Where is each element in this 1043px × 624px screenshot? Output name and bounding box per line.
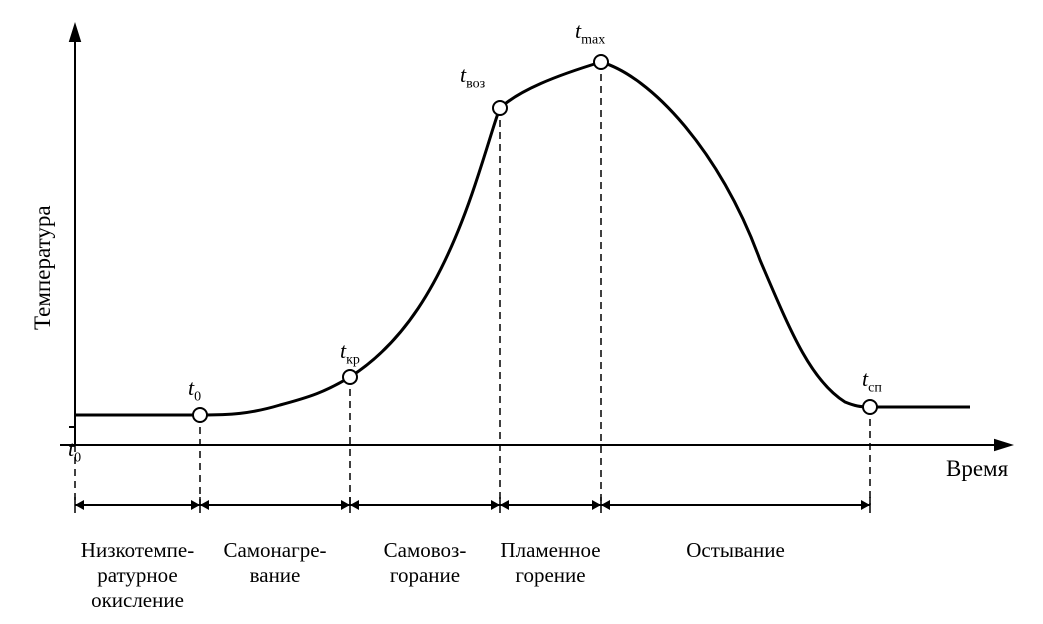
point-label-t0: t0 [188,375,201,405]
temperature-phase-chart: Температура t0 Время t0 tкр tвоз tmax tсп Ни… [0,0,1043,624]
phase-label-phase1: Низкотемпе- ратурное окисление [75,538,200,614]
point-label-tvoz: tвоз [460,62,485,92]
phase-label-phase3: Самовоз- горание [350,538,500,588]
chart-svg [0,0,1043,624]
x-axis-label: Время [946,456,1008,482]
phase-label-phase2: Самонагре- вание [200,538,350,588]
point-label-tsp: tсп [862,366,882,396]
point-label-tmax: tmax [575,18,605,48]
y-axis-label: Температура [30,205,56,330]
point-label-tkr: tкр [340,338,360,368]
phase-label-phase4: Пламенное горение [485,538,616,588]
y-tick-t0: t0 [46,410,81,492]
phase-label-phase5: Остывание [601,538,870,563]
